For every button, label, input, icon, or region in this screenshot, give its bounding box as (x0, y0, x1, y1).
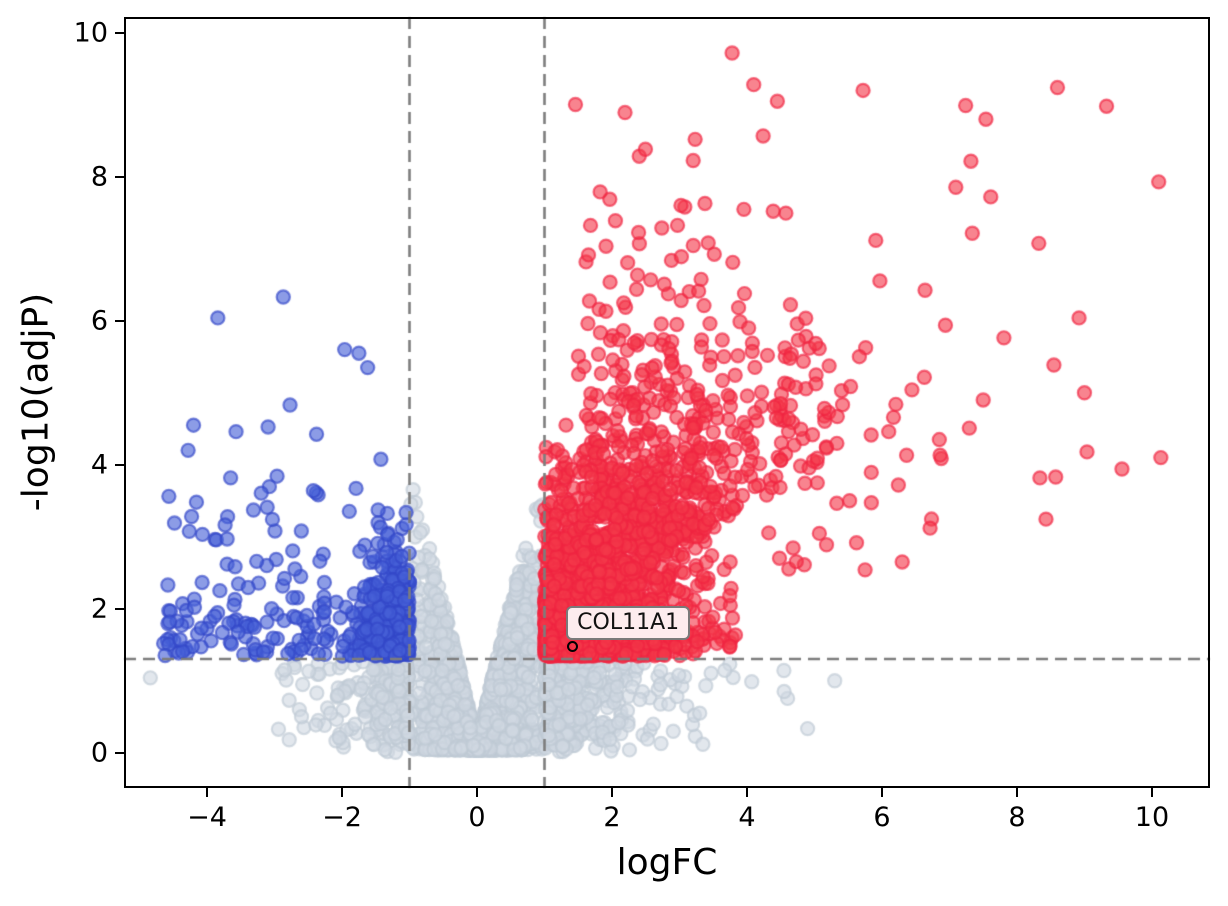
x-tick-label: 0 (468, 802, 486, 833)
gene-annotation-label: COL11A1 (566, 605, 691, 641)
x-tick-label: 10 (1134, 802, 1170, 833)
x-tick-label: 6 (873, 802, 891, 833)
y-tick-mark (115, 175, 124, 178)
x-tick-mark (1150, 788, 1154, 797)
x-tick-mark (475, 788, 479, 797)
y-axis-label: -log10(adjP) (15, 292, 57, 512)
y-tick-mark (115, 31, 124, 34)
y-tick-label: 6 (90, 305, 108, 337)
x-tick-label: −2 (322, 802, 362, 833)
y-tick-label: 0 (90, 737, 108, 769)
y-tick-label: 8 (90, 161, 108, 193)
x-tick-label: −4 (187, 802, 227, 833)
x-tick-mark (205, 788, 209, 797)
y-tick-label: 2 (90, 593, 108, 625)
y-tick-mark (115, 319, 124, 322)
x-tick-mark (340, 788, 344, 797)
x-tick-mark (745, 788, 749, 797)
x-tick-mark (1015, 788, 1019, 797)
x-tick-label: 4 (738, 802, 756, 833)
annotated-point-marker (566, 641, 578, 653)
x-tick-mark (610, 788, 614, 797)
x-tick-label: 8 (1008, 802, 1026, 833)
y-tick-label: 10 (73, 17, 108, 49)
y-tick-mark (115, 607, 124, 610)
y-tick-mark (115, 463, 124, 466)
x-axis-label: logFC (616, 842, 718, 883)
y-tick-mark (115, 751, 124, 754)
y-tick-label: 4 (90, 449, 108, 481)
x-tick-label: 2 (603, 802, 621, 833)
x-tick-mark (880, 788, 884, 797)
